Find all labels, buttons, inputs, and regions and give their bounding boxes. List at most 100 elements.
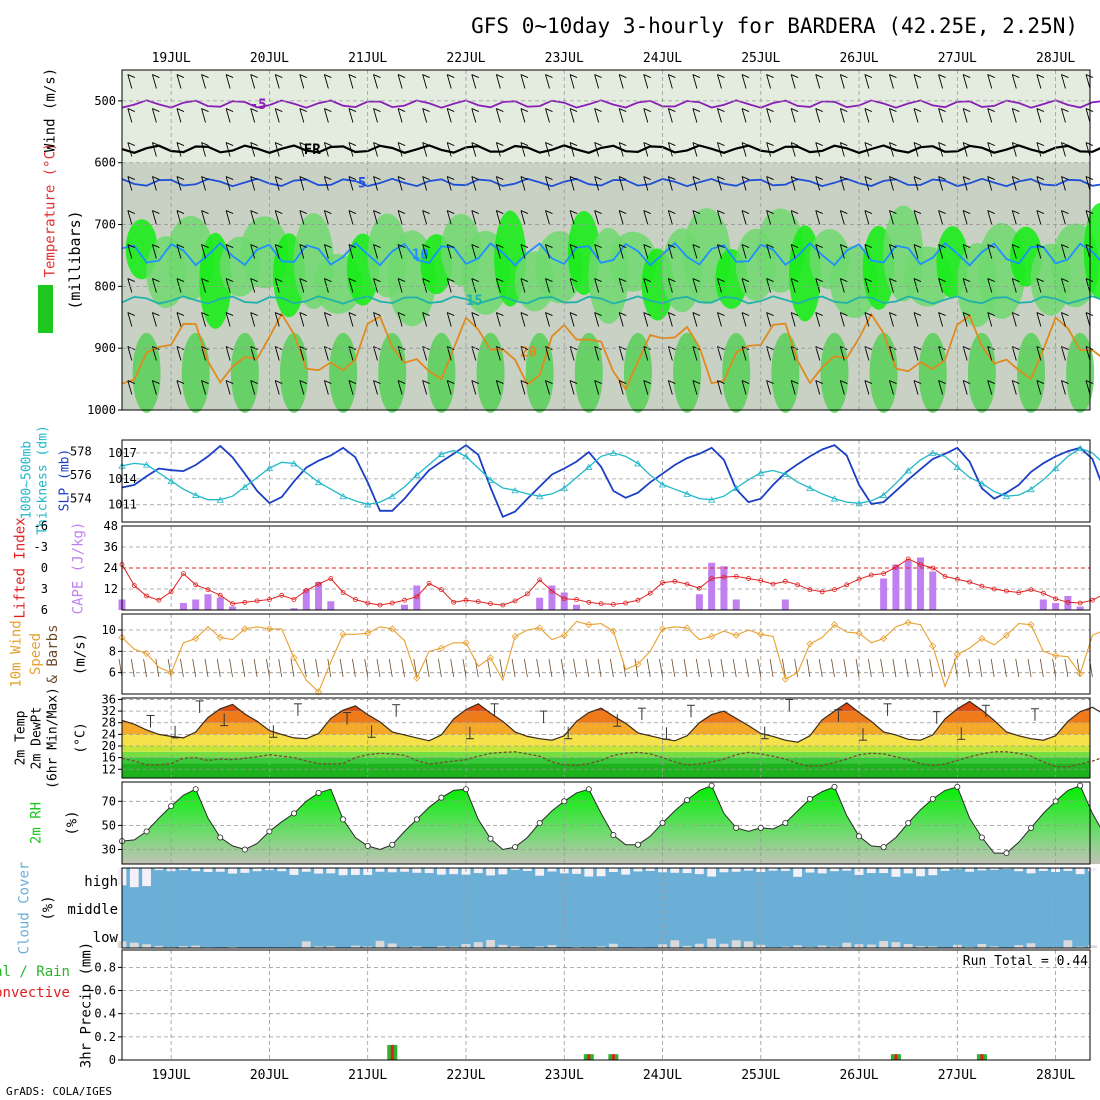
rh-point bbox=[1028, 824, 1035, 831]
wind-barb bbox=[717, 176, 725, 191]
wind-barb bbox=[839, 142, 848, 157]
wind-barb-flag bbox=[299, 244, 307, 248]
wind-barb-staff bbox=[692, 142, 698, 157]
wind-barb-flag bbox=[962, 278, 971, 282]
wind-speed-point bbox=[585, 621, 593, 629]
wind-barb bbox=[569, 74, 578, 89]
wind-barb bbox=[299, 346, 307, 361]
cloud-high-gap bbox=[240, 868, 250, 873]
wind-barb bbox=[618, 380, 627, 395]
slp-tick-label: 1017 bbox=[108, 446, 137, 460]
wind-barb-staff bbox=[594, 142, 600, 157]
wind-barb bbox=[176, 244, 185, 259]
wind-barb bbox=[151, 346, 160, 361]
wind-barb-flag bbox=[275, 74, 283, 78]
wind-barb-staff bbox=[1011, 278, 1017, 293]
cloud-high-gap bbox=[744, 868, 753, 871]
wind-barb-staff bbox=[274, 74, 280, 89]
lifted-index-point bbox=[918, 562, 923, 567]
wind-barb-flag bbox=[496, 108, 504, 112]
wind-barb-staff bbox=[323, 244, 329, 259]
wind-barb-flag bbox=[225, 142, 234, 146]
wind-barb-staff bbox=[397, 244, 403, 259]
lifted-index-point bbox=[353, 597, 358, 602]
wind-barb-staff bbox=[225, 142, 231, 157]
wind-barb-staff bbox=[250, 380, 256, 395]
wind-speed-point bbox=[1076, 670, 1084, 678]
lifted-index-point bbox=[561, 596, 567, 602]
wind-barb-flag bbox=[348, 278, 357, 282]
cloud-low-bar bbox=[449, 946, 459, 948]
cloud-low-bar bbox=[572, 946, 581, 948]
cloud-low-bar bbox=[387, 943, 397, 948]
wind-barb-flag bbox=[569, 108, 578, 112]
precip-convective-bar bbox=[611, 1054, 615, 1060]
wind-barb-flag bbox=[668, 74, 676, 78]
wind-barb-flag bbox=[913, 142, 922, 146]
wind-barb-flag bbox=[741, 142, 750, 146]
wind-barb-flag bbox=[422, 108, 430, 112]
wind-barb bbox=[201, 312, 209, 327]
surface-wind-barb bbox=[167, 658, 172, 677]
thickness-point bbox=[929, 449, 937, 456]
surface-wind-barb bbox=[708, 658, 713, 677]
date-label-top: 20JUL bbox=[250, 51, 289, 66]
wind-barb bbox=[692, 142, 701, 157]
wind-barb bbox=[618, 244, 627, 259]
temperature-axis-label-line: Temperature (°C) bbox=[43, 143, 59, 278]
cloud-low-bar bbox=[916, 946, 925, 948]
wind-barb bbox=[397, 346, 406, 361]
wind-speed-point bbox=[609, 627, 617, 635]
temp-axis-label-line: 2m DewPt bbox=[29, 707, 44, 770]
wind-barb-staff bbox=[201, 244, 206, 259]
surface-wind-barb bbox=[769, 658, 774, 677]
wind-barb-staff bbox=[422, 278, 428, 293]
cloud-high-gap bbox=[817, 868, 827, 874]
wind-barb-staff bbox=[1085, 74, 1091, 89]
wind-barb-staff bbox=[913, 312, 919, 327]
lifted-index-point bbox=[475, 599, 481, 604]
cloud-low-bar bbox=[879, 941, 889, 948]
wind-barb-flag bbox=[569, 244, 578, 248]
cloud-high-gap bbox=[228, 868, 237, 874]
wind-barb-staff bbox=[1036, 278, 1042, 293]
wind-barb bbox=[545, 244, 553, 259]
wind-barb-flag bbox=[668, 108, 676, 112]
surface-wind-barb bbox=[339, 658, 344, 677]
wind-barb-flag bbox=[864, 74, 873, 78]
wind-barb bbox=[962, 346, 971, 361]
cloud-high-gap bbox=[879, 868, 889, 874]
wind-barb-flag bbox=[1012, 278, 1020, 282]
lifted-index-point bbox=[365, 600, 371, 606]
cloud-level-middle: middle bbox=[67, 902, 118, 918]
wind-barb bbox=[766, 380, 774, 395]
wind-barb-flag bbox=[373, 142, 381, 146]
surface-wind-barb bbox=[585, 658, 590, 677]
cloud-high-gap bbox=[572, 868, 581, 874]
wind-barb-flag bbox=[1036, 312, 1045, 316]
rh-cell-low bbox=[574, 332, 603, 413]
wind-barb-staff bbox=[471, 278, 477, 293]
wind-barb-staff bbox=[1011, 380, 1017, 395]
wind-barb bbox=[422, 278, 430, 293]
wind-barb-flag bbox=[938, 380, 946, 384]
wind-barb-flag bbox=[250, 108, 258, 112]
wind-barb bbox=[717, 278, 725, 293]
surface-wind-barb bbox=[413, 658, 418, 677]
wind-barb-flag bbox=[864, 108, 873, 112]
cloud-high-gap bbox=[154, 868, 164, 871]
wind-barb-flag bbox=[741, 244, 750, 248]
wind-barb bbox=[201, 346, 209, 361]
wind-barb-flag bbox=[766, 312, 774, 316]
surface-wind-barb bbox=[315, 658, 319, 677]
lifted-index-point bbox=[1016, 590, 1022, 595]
wind-barb-staff bbox=[667, 142, 673, 157]
wind-barb-flag bbox=[324, 312, 332, 316]
cloud-low-bar bbox=[596, 946, 606, 948]
wind-barb-staff bbox=[299, 346, 305, 361]
wind-barb bbox=[225, 380, 234, 395]
lifted-index-point bbox=[844, 582, 850, 588]
surface-barb-row bbox=[118, 658, 1093, 677]
wind-barb bbox=[373, 210, 381, 225]
wind-barb-flag bbox=[545, 74, 553, 78]
